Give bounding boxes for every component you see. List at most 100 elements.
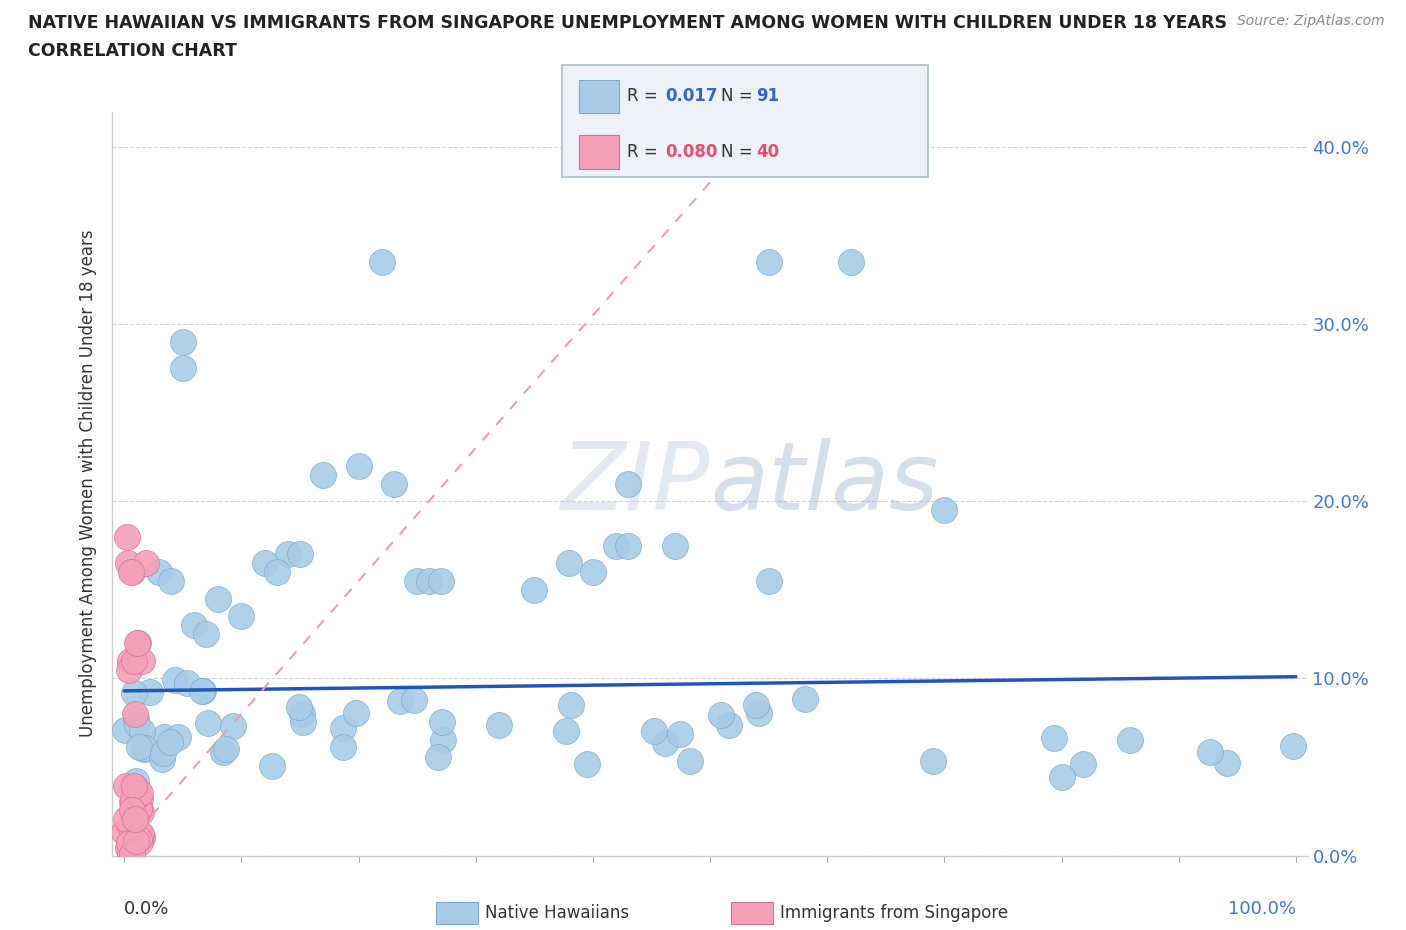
Point bbox=[128, 786, 150, 801]
Text: 100.0%: 100.0% bbox=[1227, 900, 1296, 918]
Point bbox=[523, 582, 546, 597]
Point bbox=[129, 835, 152, 850]
Point bbox=[260, 758, 283, 773]
Point bbox=[127, 635, 149, 650]
Point bbox=[382, 476, 405, 491]
Point bbox=[389, 694, 412, 709]
Text: Source: ZipAtlas.com: Source: ZipAtlas.com bbox=[1237, 14, 1385, 28]
Point bbox=[488, 718, 510, 733]
Point bbox=[215, 742, 238, 757]
Point bbox=[332, 739, 354, 754]
Point bbox=[129, 827, 152, 842]
Point bbox=[212, 745, 235, 760]
Point bbox=[934, 503, 956, 518]
Point bbox=[745, 698, 768, 712]
Point bbox=[406, 574, 429, 589]
Text: N =: N = bbox=[721, 143, 758, 161]
Point bbox=[418, 574, 440, 589]
Point bbox=[332, 721, 354, 736]
Point bbox=[291, 707, 314, 722]
Point bbox=[127, 800, 149, 815]
Point bbox=[117, 841, 139, 856]
Text: N =: N = bbox=[721, 87, 758, 105]
Point bbox=[231, 609, 253, 624]
Point bbox=[125, 773, 148, 788]
Point bbox=[554, 724, 576, 738]
Point bbox=[839, 255, 862, 270]
Point bbox=[131, 828, 153, 843]
Point bbox=[121, 794, 143, 809]
Point bbox=[128, 801, 150, 816]
Point bbox=[132, 741, 155, 756]
Point bbox=[344, 705, 367, 720]
Point bbox=[139, 684, 162, 699]
Point bbox=[222, 718, 245, 733]
Point bbox=[560, 698, 582, 712]
Point bbox=[148, 565, 170, 579]
Point bbox=[124, 778, 146, 793]
Point bbox=[152, 746, 174, 761]
Point bbox=[124, 711, 146, 726]
Point bbox=[128, 739, 150, 754]
Point bbox=[134, 741, 156, 756]
Point bbox=[153, 730, 176, 745]
Point bbox=[124, 779, 146, 794]
Point bbox=[121, 565, 143, 579]
Point bbox=[122, 653, 145, 668]
Point bbox=[120, 653, 141, 668]
Point bbox=[167, 729, 190, 744]
Point bbox=[135, 556, 157, 571]
Point bbox=[277, 547, 299, 562]
Point bbox=[124, 812, 146, 827]
Point bbox=[124, 685, 146, 700]
Point bbox=[427, 750, 450, 764]
Text: 0.017: 0.017 bbox=[665, 87, 717, 105]
Point bbox=[122, 792, 145, 807]
Point bbox=[288, 547, 311, 562]
Point bbox=[120, 846, 142, 861]
Point bbox=[679, 753, 702, 768]
Point bbox=[793, 692, 815, 707]
Point bbox=[118, 818, 141, 833]
Point bbox=[432, 733, 454, 748]
Text: NATIVE HAWAIIAN VS IMMIGRANTS FROM SINGAPORE UNEMPLOYMENT AMONG WOMEN WITH CHILD: NATIVE HAWAIIAN VS IMMIGRANTS FROM SINGA… bbox=[28, 14, 1227, 32]
Point bbox=[371, 255, 394, 270]
Point bbox=[404, 693, 426, 708]
Point bbox=[1119, 733, 1142, 748]
Point bbox=[1071, 756, 1094, 771]
Point bbox=[266, 565, 288, 579]
Text: R =: R = bbox=[627, 143, 664, 161]
Point bbox=[617, 476, 640, 491]
Point bbox=[709, 708, 731, 723]
Point bbox=[131, 724, 153, 738]
Point bbox=[150, 751, 173, 766]
Point bbox=[921, 753, 943, 768]
Text: 40: 40 bbox=[756, 143, 779, 161]
Point bbox=[193, 684, 215, 699]
Point bbox=[312, 467, 335, 482]
Point bbox=[128, 803, 150, 817]
Text: 0.080: 0.080 bbox=[665, 143, 717, 161]
Point bbox=[195, 627, 218, 642]
Point bbox=[668, 726, 690, 741]
Point bbox=[1198, 745, 1220, 760]
Point bbox=[172, 361, 194, 376]
Point bbox=[124, 707, 146, 722]
Point bbox=[291, 715, 314, 730]
Point bbox=[1282, 739, 1305, 754]
Point bbox=[160, 574, 183, 589]
Point bbox=[121, 779, 143, 794]
Point bbox=[131, 653, 153, 668]
Point bbox=[129, 791, 152, 806]
Point bbox=[121, 847, 143, 862]
Point bbox=[131, 830, 153, 844]
Point bbox=[120, 565, 142, 579]
Point bbox=[1043, 731, 1066, 746]
Point bbox=[112, 825, 135, 840]
Point bbox=[115, 778, 138, 793]
Point bbox=[125, 718, 148, 733]
Point bbox=[159, 734, 181, 749]
Text: 0.0%: 0.0% bbox=[124, 900, 170, 918]
Text: 91: 91 bbox=[756, 87, 779, 105]
Point bbox=[127, 635, 149, 650]
